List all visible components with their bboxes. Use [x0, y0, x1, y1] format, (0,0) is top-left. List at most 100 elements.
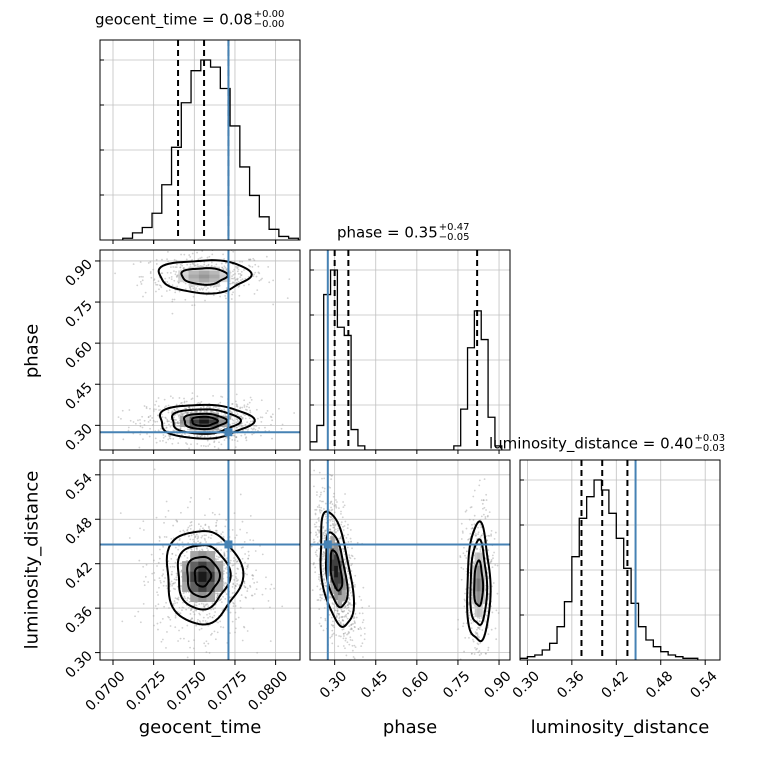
sample-point — [220, 395, 222, 398]
sample-point — [322, 570, 325, 573]
sample-point — [348, 598, 351, 601]
sample-point — [193, 304, 196, 307]
sample-point — [323, 572, 326, 575]
sample-point — [219, 295, 222, 298]
sample-point — [240, 274, 242, 277]
sample-point — [189, 618, 192, 621]
sample-point — [320, 500, 323, 503]
sample-point — [345, 637, 347, 640]
sample-point — [139, 418, 141, 421]
sample-point — [236, 583, 239, 585]
sample-point — [347, 533, 349, 536]
sample-point — [224, 294, 227, 297]
sample-point — [239, 528, 242, 531]
sample-point — [121, 620, 124, 623]
sample-point — [244, 596, 247, 599]
sample-point — [318, 530, 321, 533]
sample-point — [244, 561, 246, 564]
sample-point — [143, 580, 145, 583]
sample-point — [142, 529, 145, 531]
sample-point — [210, 264, 213, 267]
sample-point — [172, 537, 175, 540]
sample-point — [255, 275, 258, 278]
sample-point — [189, 521, 192, 524]
sample-point — [344, 563, 347, 566]
sample-point — [239, 260, 241, 263]
sample-point — [240, 274, 243, 276]
sample-point — [247, 557, 250, 560]
sample-point — [243, 399, 246, 402]
sample-point — [176, 407, 178, 410]
sample-point — [340, 523, 343, 526]
sample-point — [472, 561, 475, 563]
sample-point — [194, 411, 197, 413]
sample-point — [354, 672, 356, 674]
sample-point — [362, 673, 364, 675]
sample-point — [181, 412, 184, 415]
sample-point — [183, 266, 185, 269]
sample-point — [477, 651, 480, 654]
sample-point — [281, 605, 284, 608]
sample-point — [189, 613, 192, 615]
sample-point — [217, 621, 219, 624]
sample-point — [186, 656, 189, 659]
sample-point — [151, 572, 154, 575]
sample-point — [323, 534, 326, 537]
sample-point — [225, 268, 228, 270]
sample-point — [487, 597, 490, 599]
sample-point — [188, 254, 191, 256]
sample-point — [210, 261, 213, 264]
sample-point — [353, 585, 356, 588]
sample-point — [251, 574, 254, 577]
sample-point — [341, 615, 344, 618]
sample-point — [332, 603, 335, 606]
sample-point — [328, 596, 331, 599]
sample-point — [187, 412, 189, 415]
sample-point — [182, 267, 185, 270]
sample-point — [202, 610, 204, 613]
sample-point — [240, 279, 242, 281]
sample-point — [188, 600, 191, 603]
sample-point — [241, 416, 243, 419]
sample-point — [180, 402, 182, 405]
density-cell — [477, 603, 481, 617]
sample-point — [167, 451, 169, 453]
sample-point — [185, 400, 188, 403]
sample-point — [229, 411, 232, 413]
sample-point — [347, 600, 350, 603]
sample-point — [226, 608, 228, 611]
sample-point — [313, 541, 316, 543]
sample-point — [358, 595, 361, 598]
sample-point — [304, 524, 306, 526]
sample-point — [165, 536, 168, 538]
sample-point — [149, 261, 152, 263]
sample-point — [210, 410, 213, 413]
sample-point — [145, 563, 148, 566]
sample-point — [254, 271, 257, 274]
sample-point — [249, 258, 252, 261]
sample-point — [329, 502, 332, 505]
sample-point — [195, 624, 198, 627]
sample-point — [465, 550, 468, 553]
sample-point — [203, 285, 206, 288]
sample-point — [314, 566, 317, 569]
sample-point — [192, 295, 195, 298]
sample-point — [344, 562, 347, 565]
sample-point — [322, 508, 325, 510]
sample-point — [203, 534, 206, 537]
contour-line — [466, 520, 492, 643]
sample-point — [346, 570, 349, 573]
sample-point — [343, 662, 345, 664]
sample-point — [220, 533, 223, 535]
sample-point — [171, 411, 174, 414]
density-cell — [189, 419, 200, 424]
sample-point — [474, 534, 477, 537]
sample-point — [464, 510, 467, 513]
sample-point — [151, 417, 154, 419]
sample-point — [195, 547, 198, 550]
sample-point — [260, 399, 263, 402]
sample-point — [219, 620, 222, 623]
sample-point — [186, 599, 189, 602]
sample-point — [325, 584, 328, 587]
sample-point — [151, 424, 154, 426]
